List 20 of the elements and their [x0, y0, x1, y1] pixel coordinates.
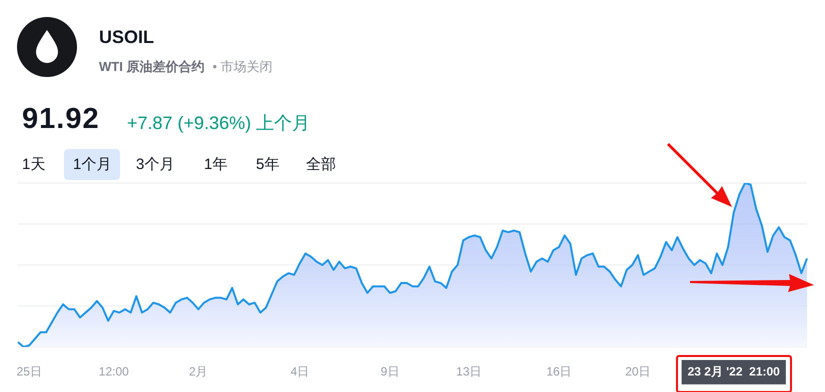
text: +7.87 (+9.36%) 上个月	[127, 112, 310, 135]
x-tick-label: 13日	[456, 364, 482, 379]
text: 91.92	[22, 103, 100, 136]
x-tick-label: 12:00	[98, 364, 130, 379]
text: 5年	[256, 155, 280, 175]
x-tick-label: 23 2月 '22 21:00	[688, 364, 780, 379]
text: 1个月	[64, 149, 120, 180]
text: • 市场关闭	[212, 59, 273, 74]
x-tick-label: 20日	[625, 364, 651, 379]
text: 全部	[306, 155, 336, 175]
chart-subtitle: WTI 原油差价合约	[99, 59, 204, 74]
x-tick-label: 4日	[290, 364, 310, 379]
x-tick-label: 9日	[380, 364, 400, 379]
text: 1天	[22, 155, 46, 175]
text: 1年	[204, 155, 228, 175]
x-tick-label: 16日	[546, 364, 572, 379]
text: 3个月	[136, 155, 174, 175]
chart-title: USOIL	[99, 27, 154, 48]
x-tick-label: 2月	[189, 364, 208, 379]
x-tick-label: 25日	[16, 364, 42, 379]
